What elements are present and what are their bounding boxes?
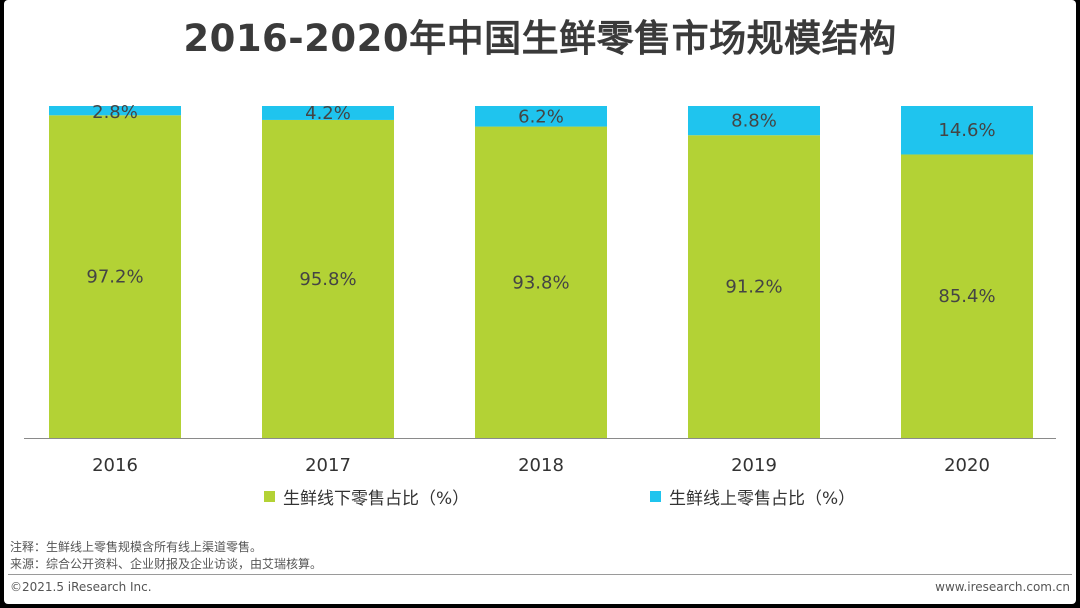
chart-note: 注释：生鲜线上零售规模含所有线上渠道零售。 bbox=[10, 540, 263, 554]
x-tick-label-2020: 2020 bbox=[944, 455, 990, 476]
bar-offline-2018 bbox=[475, 126, 607, 439]
bar-online-2018 bbox=[475, 106, 607, 127]
data-label-offline-2020: 85.4% bbox=[938, 286, 995, 307]
bar-offline-2016 bbox=[49, 115, 181, 439]
data-label-offline-2017: 95.8% bbox=[299, 269, 356, 290]
x-tick-label-2016: 2016 bbox=[92, 455, 138, 476]
legend-item-online: 生鲜线上零售占比（%） bbox=[650, 484, 855, 509]
x-tick-label-2018: 2018 bbox=[518, 455, 564, 476]
data-label-offline-2019: 91.2% bbox=[725, 277, 782, 298]
data-label-online-2017: 4.2% bbox=[305, 103, 351, 124]
legend-item-offline: 生鲜线下零售占比（%） bbox=[264, 484, 469, 509]
data-label-offline-2018: 93.8% bbox=[512, 272, 569, 293]
chart-source: 来源：综合公开资料、企业财报及企业访谈，由艾瑞核算。 bbox=[10, 557, 323, 571]
data-label-online-2016: 2.8% bbox=[92, 102, 138, 123]
data-label-offline-2016: 97.2% bbox=[86, 267, 143, 288]
footer-website: www.iresearch.com.cn bbox=[935, 580, 1070, 594]
bar-online-2016 bbox=[49, 106, 181, 116]
bar-offline-2019 bbox=[688, 135, 820, 438]
x-tick-label-2017: 2017 bbox=[305, 455, 351, 476]
bar-offline-2020 bbox=[901, 154, 1033, 439]
footer-copyright: ©2021.5 iResearch Inc. bbox=[10, 580, 152, 594]
data-label-online-2020: 14.6% bbox=[938, 120, 995, 141]
x-tick-label-2019: 2019 bbox=[731, 455, 777, 476]
bar-online-2020 bbox=[901, 106, 1033, 155]
chart-title: 2016-2020年中国生鲜零售市场规模结构 bbox=[183, 17, 897, 60]
legend-swatch-online bbox=[650, 491, 661, 502]
data-label-online-2019: 8.8% bbox=[731, 111, 777, 132]
legend-label-offline: 生鲜线下零售占比（%） bbox=[283, 489, 470, 509]
legend-label-online: 生鲜线上零售占比（%） bbox=[669, 489, 856, 509]
legend-swatch-offline bbox=[264, 491, 275, 502]
bar-offline-2017 bbox=[262, 119, 394, 438]
data-label-online-2018: 6.2% bbox=[518, 106, 564, 127]
bar-online-2019 bbox=[688, 106, 820, 136]
footer-divider bbox=[8, 574, 1072, 575]
stacked-bar-chart: 97.2% 2.8% 2016 95.8% 4.2% 2017 93.8% 6.2% 2018 9… bbox=[24, 102, 1056, 476]
slide: 2016-2020年中国生鲜零售市场规模结构 97.2% 2.8% 2016 95.8… bbox=[4, 0, 1076, 604]
bar-online-2017 bbox=[262, 106, 394, 120]
